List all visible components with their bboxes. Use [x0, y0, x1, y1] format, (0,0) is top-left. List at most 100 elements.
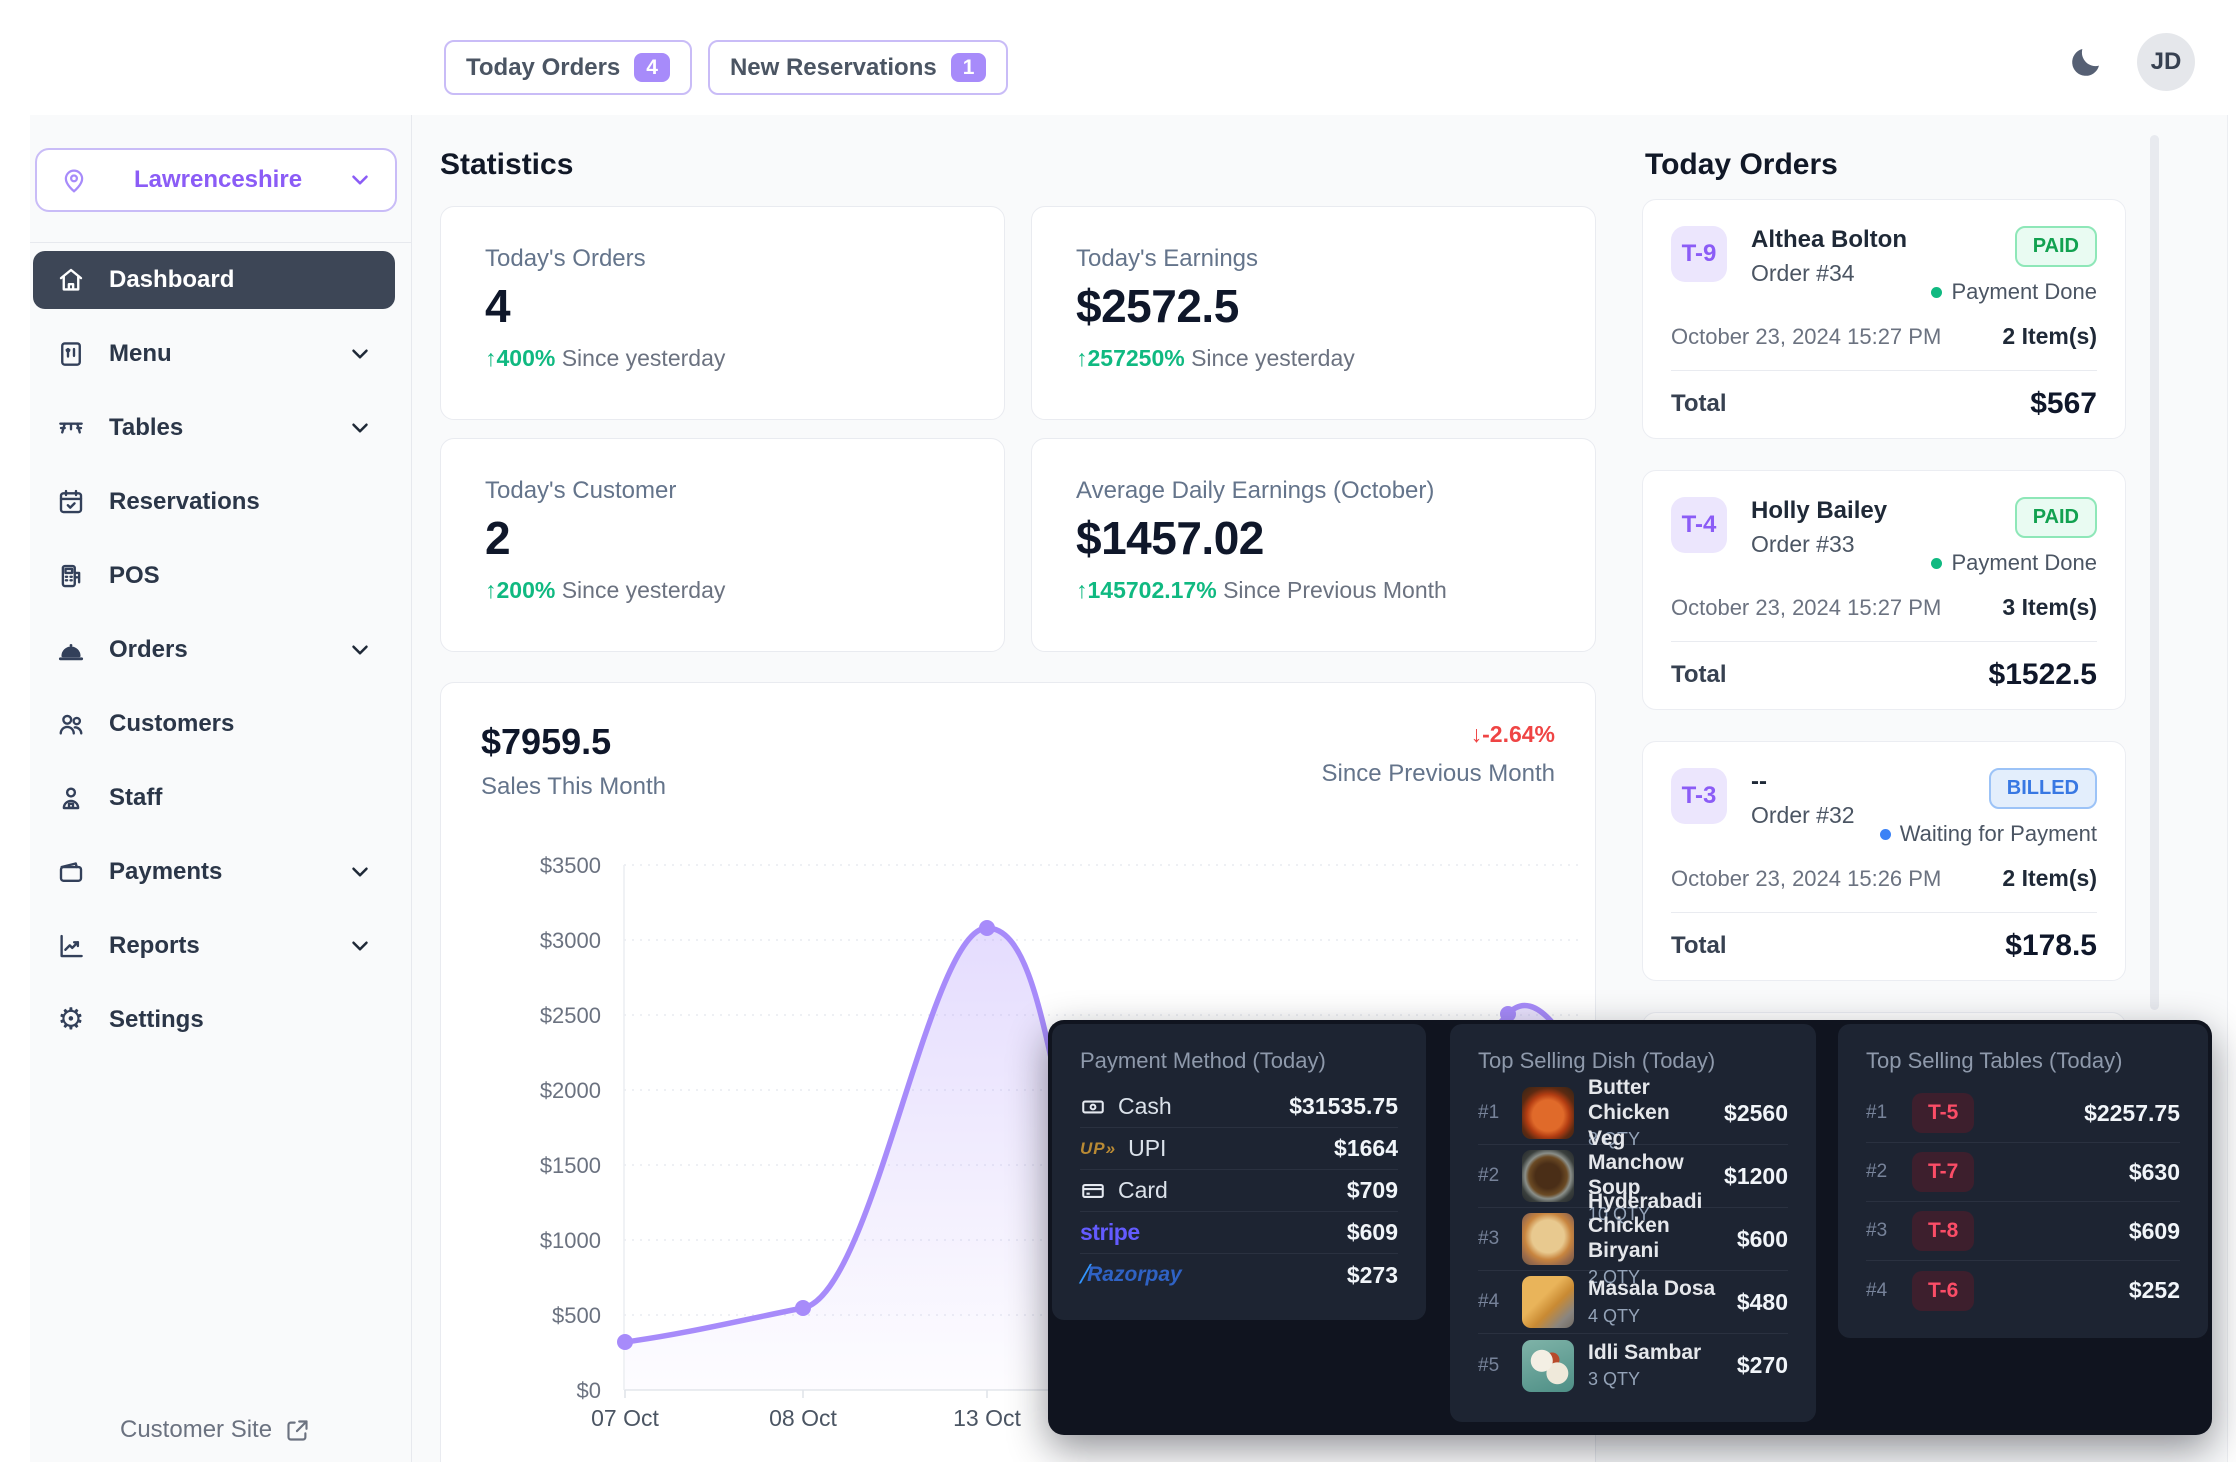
top-selling-tables-title: Top Selling Tables (Today): [1866, 1048, 2123, 1073]
sales-total: $7959.5: [481, 721, 612, 762]
location-selector[interactable]: Lawrenceshire: [35, 148, 397, 212]
sidebar-item-dashboard[interactable]: Dashboard: [33, 251, 395, 309]
order-card[interactable]: T-4 Holly Bailey Order #33 PAID Payment …: [1642, 470, 2126, 710]
location-chevron-down-icon: [347, 167, 373, 193]
dish-qty: 3 QTY: [1588, 1369, 1641, 1390]
sidebar-item-reports[interactable]: Reports: [33, 909, 395, 983]
order-card-divider: [1671, 370, 2097, 371]
svg-text:$3500: $3500: [540, 853, 601, 878]
dish-image: [1522, 1087, 1574, 1139]
calendar-check-icon: [55, 486, 87, 518]
table-rank: #4: [1866, 1279, 1888, 1301]
dish-amount: $480: [1736, 1288, 1788, 1315]
order-timestamp: October 23, 2024 15:27 PM: [1671, 323, 1942, 349]
customer-site-link[interactable]: Customer Site: [120, 1416, 311, 1444]
insights-overlay: Payment Method (Today) Cash $31535.75 UP…: [1048, 1020, 2212, 1435]
upi-logo-icon: UP»: [1080, 1138, 1117, 1158]
today-orders-button[interactable]: Today Orders 4: [444, 40, 692, 95]
sidebar-item-menu[interactable]: Menu: [33, 317, 395, 391]
sidebar-item-label: Payments: [109, 858, 223, 885]
topbar: Today Orders 4 New Reservations 1 JD: [0, 0, 2236, 115]
sidebar-item-customers[interactable]: Customers: [33, 687, 395, 761]
chevron-down-icon: [347, 341, 373, 367]
dish-name: Idli Sambar: [1588, 1340, 1702, 1364]
table-amount: $252: [2128, 1277, 2180, 1303]
dish-qty: 2 QTY: [1588, 1266, 1641, 1287]
stat-label: Average Daily Earnings (October): [1076, 477, 1435, 504]
dish-row: #5 Idli Sambar 3 QTY $270: [1478, 1334, 1788, 1397]
sidebar-item-orders[interactable]: Orders: [33, 613, 395, 687]
menu-book-icon: [55, 338, 87, 370]
today-orders-heading: Today Orders: [1645, 148, 1838, 181]
dish-image: [1522, 1276, 1574, 1328]
table-amount: $2257.75: [2084, 1099, 2180, 1126]
dish-row: #3 Hyderabadi Chicken Biryani 2 QTY $600: [1478, 1190, 1788, 1287]
razorpay-logo-icon: ⧸Razorpay: [1080, 1263, 1182, 1286]
today-orders-button-label: Today Orders: [466, 53, 621, 81]
sidebar-item-payments[interactable]: Payments: [33, 835, 395, 909]
payment-row-upi: UP» UPI $1664: [1080, 1128, 1398, 1170]
payment-status-dot: [1931, 286, 1943, 298]
order-card-divider: [1671, 641, 2097, 642]
order-card-divider: [1671, 912, 2097, 913]
sidebar-item-label: POS: [109, 562, 160, 589]
status-badge: BILLED: [1988, 768, 2097, 809]
dish-rank: #2: [1478, 1165, 1500, 1186]
user-avatar[interactable]: JD: [2137, 33, 2195, 91]
order-customer: --: [1751, 768, 1767, 795]
order-total-label: Total: [1671, 390, 1727, 417]
sidebar-item-label: Reservations: [109, 488, 260, 515]
order-item-count: 2 Item(s): [2002, 865, 2097, 891]
stat-delta: ↑200% Since yesterday: [485, 577, 726, 603]
dish-amount: $2560: [1724, 1099, 1788, 1126]
orders-scrollbar[interactable]: [2150, 135, 2159, 1010]
payment-status-dot: [1931, 557, 1943, 569]
dish-qty: 10 QTY: [1588, 1203, 1651, 1224]
stat-card-todays-customer: Today's Customer 2 ↑200% Since yesterday: [440, 438, 1005, 652]
sidebar-item-pos[interactable]: POS: [33, 539, 395, 613]
credit-card-icon: [1080, 1178, 1106, 1204]
banknote-icon: [1080, 1094, 1106, 1120]
sidebar-item-settings[interactable]: ⚙ Settings: [33, 983, 395, 1057]
sidebar-item-staff[interactable]: Staff: [33, 761, 395, 835]
sales-subtitle: Sales This Month: [481, 773, 666, 800]
dish-amount: $270: [1736, 1352, 1788, 1378]
dish-rank: #5: [1478, 1354, 1500, 1376]
order-total-label: Total: [1671, 932, 1727, 959]
dish-qty: 8 QTY: [1588, 1128, 1641, 1149]
top-selling-dish-panel: Top Selling Dish (Today) #1 Butter Chick…: [1450, 1024, 1816, 1422]
dark-mode-toggle-moon-icon[interactable]: [2067, 43, 2105, 81]
dish-rank: #4: [1478, 1291, 1500, 1312]
order-customer: Holly Bailey: [1751, 497, 1888, 524]
cloche-icon: [55, 634, 87, 666]
table-badge: T-6: [1912, 1270, 1975, 1311]
status-note: Payment Done: [1931, 279, 2097, 305]
order-card[interactable]: T-3 -- Order #32 BILLED Waiting for Paym…: [1642, 741, 2126, 981]
order-total-label: Total: [1671, 661, 1727, 688]
dish-amount: $1200: [1724, 1162, 1788, 1189]
sidebar-item-reservations[interactable]: Reservations: [33, 465, 395, 539]
svg-text:$0: $0: [577, 1378, 601, 1403]
external-link-icon: [284, 1417, 311, 1444]
new-reservations-button[interactable]: New Reservations 1: [707, 40, 1009, 95]
table-chip: T-3: [1671, 768, 1727, 824]
topbar-buttons: Today Orders 4 New Reservations 1: [444, 40, 1009, 95]
order-card[interactable]: T-9 Althea Bolton Order #34 PAID Payment…: [1642, 199, 2126, 439]
table-rank: #1: [1866, 1102, 1888, 1123]
table-row: #3 T-8 $609: [1866, 1202, 2180, 1261]
sidebar-item-tables[interactable]: Tables: [33, 391, 395, 465]
table-rank: #2: [1866, 1161, 1888, 1182]
stat-delta: ↑400% Since yesterday: [485, 345, 726, 371]
staff-person-icon: [55, 782, 87, 814]
svg-text:$2000: $2000: [540, 1078, 601, 1103]
svg-text:07 Oct: 07 Oct: [591, 1405, 659, 1431]
sidebar-item-label: Staff: [109, 784, 163, 811]
dish-row: #4 Masala Dosa 4 QTY $480: [1478, 1271, 1788, 1334]
home-icon: [55, 264, 87, 296]
top-selling-tables-panel: Top Selling Tables (Today) #1 T-5 $2257.…: [1838, 1024, 2208, 1338]
payment-amount: $609: [1346, 1219, 1398, 1245]
today-orders-count-badge: 4: [634, 53, 670, 82]
new-reservations-button-label: New Reservations: [729, 53, 937, 81]
svg-text:$2500: $2500: [540, 1003, 601, 1028]
